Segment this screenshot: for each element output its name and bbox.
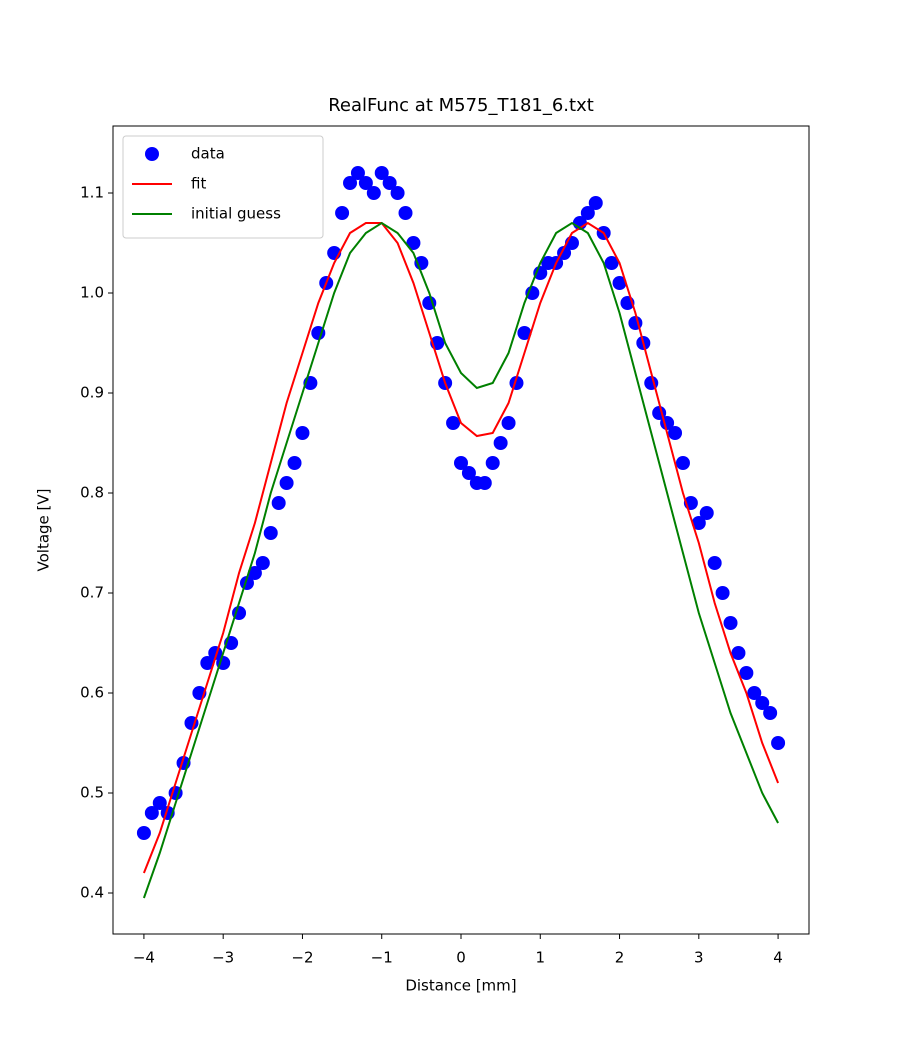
x-tick-label: −1 bbox=[371, 949, 393, 967]
data-point bbox=[485, 456, 500, 470]
data-point bbox=[152, 796, 167, 810]
y-tick-label: 1.0 bbox=[80, 284, 104, 302]
data-point bbox=[612, 276, 627, 290]
data-point bbox=[454, 456, 468, 470]
data-point bbox=[255, 556, 270, 570]
data-point bbox=[343, 176, 358, 190]
data-point bbox=[390, 186, 405, 200]
data-point bbox=[755, 696, 770, 710]
data-point bbox=[335, 206, 350, 220]
data-point bbox=[144, 806, 159, 820]
legend-box bbox=[122, 135, 324, 239]
data-point bbox=[763, 706, 778, 720]
data-point bbox=[588, 196, 603, 210]
data-point bbox=[271, 496, 286, 510]
data-point bbox=[604, 256, 619, 270]
legend: data fit initial guess bbox=[122, 135, 324, 239]
data-point bbox=[136, 826, 151, 840]
y-tick-label: 0.6 bbox=[80, 684, 104, 702]
plot-frame bbox=[112, 125, 810, 935]
data-point bbox=[446, 416, 461, 430]
data-point bbox=[461, 466, 476, 480]
data-point bbox=[287, 456, 302, 470]
y-tick-label: 0.4 bbox=[80, 884, 104, 902]
legend-label: initial guess bbox=[191, 205, 281, 223]
data-points bbox=[136, 166, 786, 840]
data-point bbox=[668, 426, 683, 440]
legend-marker bbox=[145, 147, 159, 161]
line bbox=[142, 221, 780, 874]
y-tick-label: 1.1 bbox=[80, 184, 104, 202]
x-tick-label: −2 bbox=[291, 949, 313, 967]
data-point bbox=[382, 176, 397, 190]
data-point bbox=[350, 166, 365, 180]
legend-label: data bbox=[191, 145, 225, 163]
data-point bbox=[723, 616, 738, 630]
x-tick-label: −3 bbox=[212, 949, 234, 967]
data-point bbox=[715, 586, 730, 600]
data-point bbox=[771, 736, 786, 750]
y-tick-label: 0.8 bbox=[80, 484, 104, 502]
x-tick-label: −4 bbox=[133, 949, 155, 967]
chart-title: RealFunc at M575_T181_6.txt bbox=[328, 95, 594, 116]
data-point bbox=[493, 436, 508, 450]
y-tick-label: 0.5 bbox=[80, 784, 104, 802]
data-point bbox=[517, 326, 532, 340]
x-tick-label: 1 bbox=[535, 949, 545, 967]
x-tick-label: 0 bbox=[456, 949, 466, 967]
x-tick-label: 3 bbox=[694, 949, 704, 967]
data-point bbox=[747, 686, 762, 700]
data-point bbox=[707, 556, 722, 570]
x-tick-label: 4 bbox=[773, 949, 783, 967]
legend-label: fit bbox=[191, 175, 206, 193]
x-tick-label: 2 bbox=[615, 949, 625, 967]
data-point bbox=[247, 566, 262, 580]
data-point bbox=[263, 526, 278, 540]
data-point bbox=[580, 206, 595, 220]
y-tick-label: 0.9 bbox=[80, 384, 104, 402]
line bbox=[142, 221, 779, 899]
data-point bbox=[406, 236, 421, 250]
x-axis-label: Distance [mm] bbox=[405, 977, 516, 995]
data-point bbox=[295, 426, 310, 440]
y-axis-label: Voltage [V] bbox=[35, 489, 53, 572]
data-point bbox=[358, 176, 373, 190]
data-point bbox=[501, 416, 516, 430]
data-point bbox=[739, 666, 754, 680]
data-point bbox=[279, 476, 294, 490]
data-point bbox=[398, 206, 413, 220]
data-point bbox=[200, 656, 215, 670]
data-point bbox=[699, 506, 714, 520]
data-point bbox=[366, 186, 381, 200]
y-tick-label: 0.7 bbox=[80, 584, 104, 602]
data-point bbox=[731, 646, 746, 660]
data-point bbox=[675, 456, 690, 470]
data-point bbox=[374, 166, 389, 180]
data-point bbox=[477, 476, 492, 490]
data-point bbox=[691, 516, 706, 530]
